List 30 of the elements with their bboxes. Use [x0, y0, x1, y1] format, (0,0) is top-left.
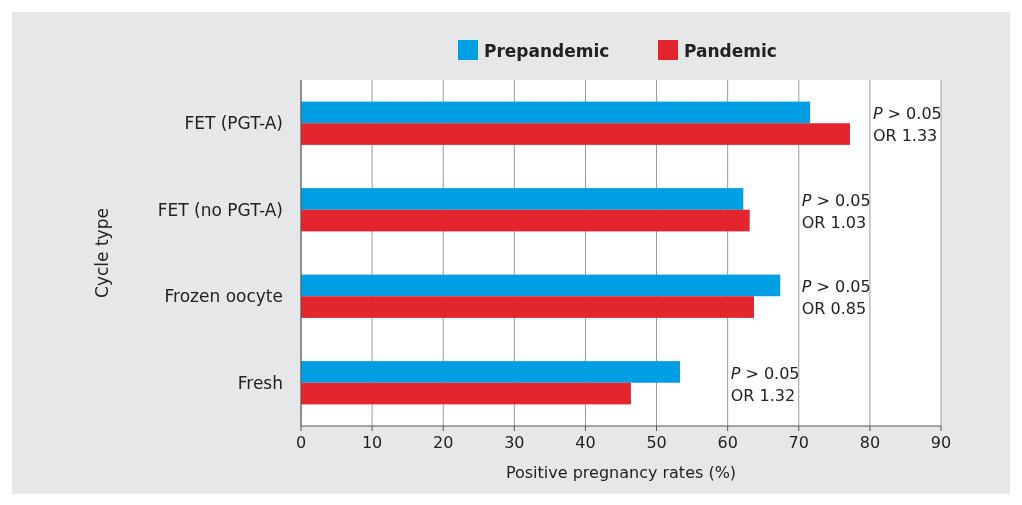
y-tick-label: Fresh — [237, 372, 283, 393]
bar — [301, 188, 744, 210]
bar — [301, 382, 631, 405]
bar — [301, 123, 850, 145]
x-tick-label: 10 — [361, 433, 383, 452]
y-tick-label: FET (PGT-A) — [184, 113, 283, 134]
y-tick-label: FET (no PGT-A) — [157, 199, 283, 220]
x-tick-label: 60 — [717, 433, 738, 452]
x-tick-label: 20 — [433, 433, 454, 452]
bar — [301, 361, 681, 383]
bar — [301, 296, 754, 318]
annotation: P > 0.05 OR 1.32 — [730, 363, 800, 405]
x-tick-label: 40 — [575, 433, 596, 452]
annotation: P > 0.05 OR 1.03 — [801, 190, 871, 232]
legend-label: Pandemic — [684, 41, 777, 61]
x-axis-title: Positive pregnancy rates (%) — [505, 463, 737, 482]
x-tick-label: 90 — [930, 433, 952, 452]
x-tick-label: 0 — [295, 433, 307, 452]
bar — [301, 209, 750, 232]
y-axis-title: Cycle type — [92, 208, 112, 298]
annotation: P > 0.05 OR 0.85 — [801, 277, 871, 319]
annotation: P > 0.05 OR 1.33 — [872, 104, 942, 146]
x-tick-label: 50 — [646, 433, 667, 452]
x-tick-label: 70 — [788, 433, 809, 452]
x-tick-label: 80 — [859, 433, 881, 452]
y-tick-label: Frozen oocyte — [164, 286, 283, 307]
legend-label: Prepandemic — [484, 41, 610, 61]
bar — [301, 274, 781, 297]
x-tick-label: 30 — [504, 433, 525, 452]
bar — [301, 101, 811, 124]
